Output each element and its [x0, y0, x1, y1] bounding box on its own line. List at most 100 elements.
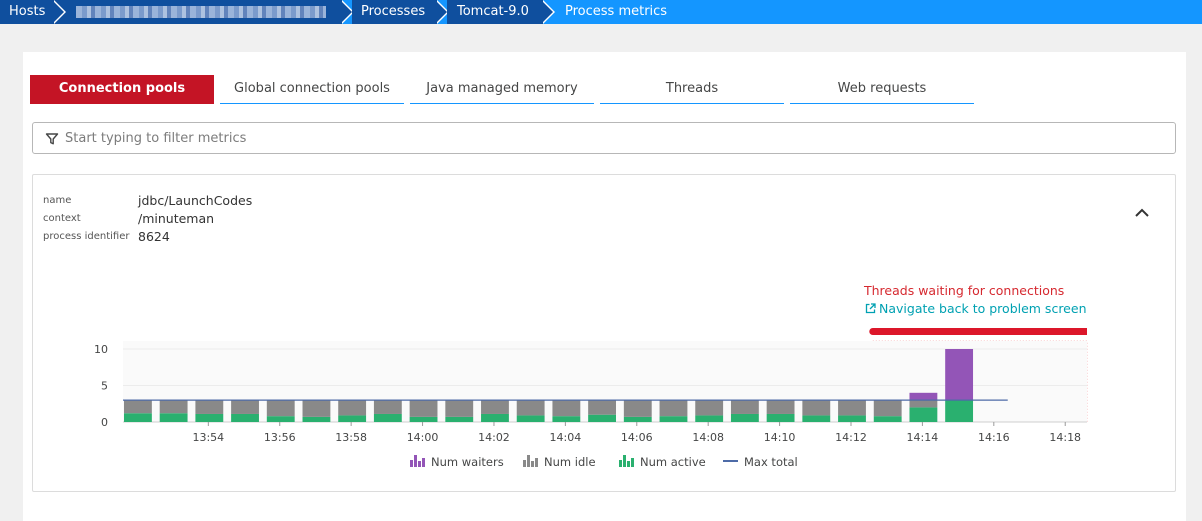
- x-tick-label: 14:08: [692, 431, 724, 444]
- navigate-to-problem-label: Navigate back to problem screen: [879, 301, 1087, 316]
- x-tick-label: 13:54: [192, 431, 224, 444]
- legend-label: Num active: [640, 455, 706, 469]
- active-bar[interactable]: [659, 416, 688, 422]
- active-bar[interactable]: [588, 414, 616, 422]
- breadcrumb-host-name[interactable]: [66, 0, 342, 24]
- filter-metrics-input[interactable]: [65, 123, 1165, 153]
- active-bar[interactable]: [231, 413, 259, 422]
- idle-bar[interactable]: [445, 400, 474, 417]
- active-bar[interactable]: [481, 413, 509, 422]
- active-bar[interactable]: [373, 413, 402, 422]
- idle-bar[interactable]: [516, 400, 545, 416]
- bar-chart-icon: [619, 455, 634, 467]
- problem-region-bar[interactable]: [872, 328, 1087, 335]
- idle-bar[interactable]: [266, 400, 295, 417]
- waiters-bar[interactable]: [909, 392, 938, 401]
- funnel-icon: [45, 133, 59, 145]
- tab-web-requests[interactable]: Web requests: [790, 75, 974, 104]
- active-bar[interactable]: [338, 415, 367, 422]
- external-link-icon: [865, 303, 876, 314]
- legend-max-total[interactable]: Max total: [723, 455, 798, 469]
- legend-num-waiters[interactable]: Num waiters: [410, 455, 504, 469]
- x-tick-label: 14:02: [478, 431, 510, 444]
- breadcrumb-tomcat-label: Tomcat-9.0: [457, 4, 529, 19]
- idle-bar[interactable]: [802, 400, 831, 416]
- tab-global-connection-pools[interactable]: Global connection pools: [220, 75, 404, 104]
- x-tick-label: 14:18: [1049, 431, 1081, 444]
- idle-bar[interactable]: [730, 400, 759, 414]
- legend-label: Max total: [744, 455, 798, 469]
- active-bar[interactable]: [445, 416, 474, 422]
- idle-bar[interactable]: [909, 400, 938, 408]
- tab-threads[interactable]: Threads: [600, 75, 784, 104]
- idle-bar[interactable]: [159, 400, 188, 414]
- active-bar[interactable]: [266, 416, 295, 422]
- active-bar[interactable]: [730, 413, 759, 422]
- waiters-bar[interactable]: [945, 349, 974, 401]
- legend-num-idle[interactable]: Num idle: [523, 455, 596, 469]
- y-tick-label: 10: [94, 343, 108, 356]
- property-key: context: [43, 213, 81, 224]
- blurred-host-name: [76, 5, 326, 18]
- breadcrumb-separator-fill: [52, 0, 64, 24]
- bar-chart-icon: [410, 455, 425, 467]
- breadcrumb-processes[interactable]: Processes: [352, 0, 437, 24]
- process-metrics-card: Connection pools Global connection pools…: [23, 52, 1186, 521]
- active-bar[interactable]: [409, 416, 438, 422]
- chart-bars: [124, 349, 974, 422]
- active-bar[interactable]: [302, 416, 331, 422]
- idle-bar[interactable]: [588, 400, 616, 415]
- legend-num-active[interactable]: Num active: [619, 455, 706, 469]
- idle-bar[interactable]: [302, 400, 331, 417]
- idle-bar[interactable]: [481, 400, 509, 414]
- idle-bar[interactable]: [338, 400, 367, 416]
- active-bar[interactable]: [695, 415, 724, 422]
- idle-bar[interactable]: [873, 400, 902, 417]
- active-bar[interactable]: [623, 416, 652, 422]
- idle-bar[interactable]: [659, 400, 688, 417]
- chart-x-axis: 13:54 13:56 13:58 14:00 14:02 14:04 14:06 14:08…: [192, 422, 1081, 444]
- active-bar[interactable]: [516, 415, 545, 422]
- active-bar[interactable]: [766, 413, 795, 422]
- breadcrumb-processes-label: Processes: [361, 4, 426, 19]
- idle-bar[interactable]: [231, 400, 259, 414]
- idle-bar[interactable]: [409, 400, 438, 417]
- idle-bar[interactable]: [766, 400, 795, 414]
- property-key: name: [43, 195, 72, 206]
- tab-java-managed-memory[interactable]: Java managed memory: [410, 75, 594, 104]
- active-bar[interactable]: [802, 415, 831, 422]
- y-tick-label: 5: [101, 380, 108, 393]
- idle-bar[interactable]: [124, 400, 152, 414]
- x-tick-label: 14:00: [407, 431, 439, 444]
- active-bar[interactable]: [909, 407, 938, 422]
- metric-panel: name jdbc/LaunchCodes context /minuteman…: [32, 174, 1176, 492]
- active-bar[interactable]: [195, 413, 224, 422]
- idle-bar[interactable]: [195, 400, 224, 414]
- active-bar[interactable]: [552, 416, 581, 422]
- active-bar[interactable]: [124, 413, 152, 422]
- problem-title: Threads waiting for connections: [864, 283, 1065, 298]
- breadcrumb-hosts-label: Hosts: [9, 4, 46, 19]
- breadcrumb-process-metrics-label: Process metrics: [565, 4, 668, 19]
- legend-label: Num idle: [544, 455, 596, 469]
- breadcrumb-separator-fill: [340, 0, 352, 24]
- line-icon: [723, 460, 738, 462]
- breadcrumb-separator-fill: [541, 0, 553, 24]
- tab-connection-pools[interactable]: Connection pools: [30, 75, 214, 104]
- active-bar[interactable]: [159, 413, 188, 422]
- x-tick-label: 14:12: [835, 431, 867, 444]
- navigate-to-problem-link[interactable]: Navigate back to problem screen: [865, 301, 1087, 316]
- property-value: jdbc/LaunchCodes: [138, 193, 253, 208]
- legend-label: Num waiters: [431, 455, 504, 469]
- x-tick-label: 13:58: [335, 431, 367, 444]
- idle-bar[interactable]: [373, 400, 402, 414]
- breadcrumb-tomcat[interactable]: Tomcat-9.0: [447, 0, 543, 24]
- active-bar[interactable]: [945, 400, 974, 422]
- active-bar[interactable]: [838, 415, 866, 422]
- idle-bar[interactable]: [695, 400, 724, 416]
- active-bar[interactable]: [873, 416, 902, 422]
- idle-bar[interactable]: [552, 400, 581, 417]
- chevron-up-icon[interactable]: [1132, 203, 1152, 223]
- idle-bar[interactable]: [838, 400, 866, 416]
- idle-bar[interactable]: [623, 400, 652, 417]
